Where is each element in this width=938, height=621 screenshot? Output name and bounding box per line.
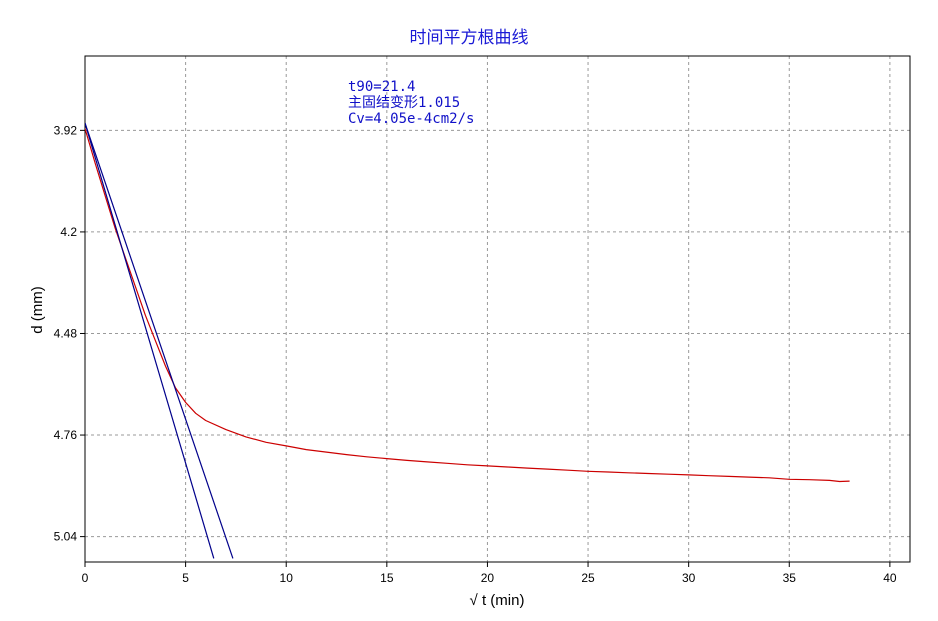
series-tangent-2-line	[85, 122, 234, 559]
y-tick-label: 3.92	[54, 123, 78, 137]
y-tick-label: 4.2	[60, 225, 77, 239]
annotation-line: t90=21.4	[348, 79, 415, 95]
x-tick-label: 25	[581, 571, 595, 585]
annotation-line: 主固结变形1.015	[348, 95, 460, 111]
series-measured-curve	[85, 128, 850, 483]
y-tick-label: 4.48	[54, 326, 78, 340]
x-tick-label: 15	[380, 571, 394, 585]
annotation-line: Cv=4.05e-4cm2/s	[348, 111, 474, 127]
chart-title: 时间平方根曲线	[410, 28, 529, 48]
x-tick-label: 20	[481, 571, 495, 585]
y-tick-label: 4.76	[54, 428, 78, 442]
x-tick-label: 40	[883, 571, 897, 585]
y-tick-label: 5.04	[54, 530, 78, 544]
x-tick-label: 35	[783, 571, 797, 585]
x-axis-label: √ t (min)	[470, 592, 525, 609]
y-axis-label: d (mm)	[29, 286, 46, 334]
x-tick-label: 30	[682, 571, 696, 585]
plot-frame	[84, 55, 911, 563]
x-tick-label: 0	[82, 571, 89, 585]
x-tick-label: 10	[280, 571, 294, 585]
series-tangent-1-line	[85, 122, 215, 559]
grid	[85, 56, 910, 562]
x-tick-label: 5	[182, 571, 189, 585]
series-layer	[85, 122, 850, 559]
axis-ticks: 0 5 10 15 20 25 30 35 40 3.92 4.2 4.48 4.76 5.04	[54, 123, 897, 585]
